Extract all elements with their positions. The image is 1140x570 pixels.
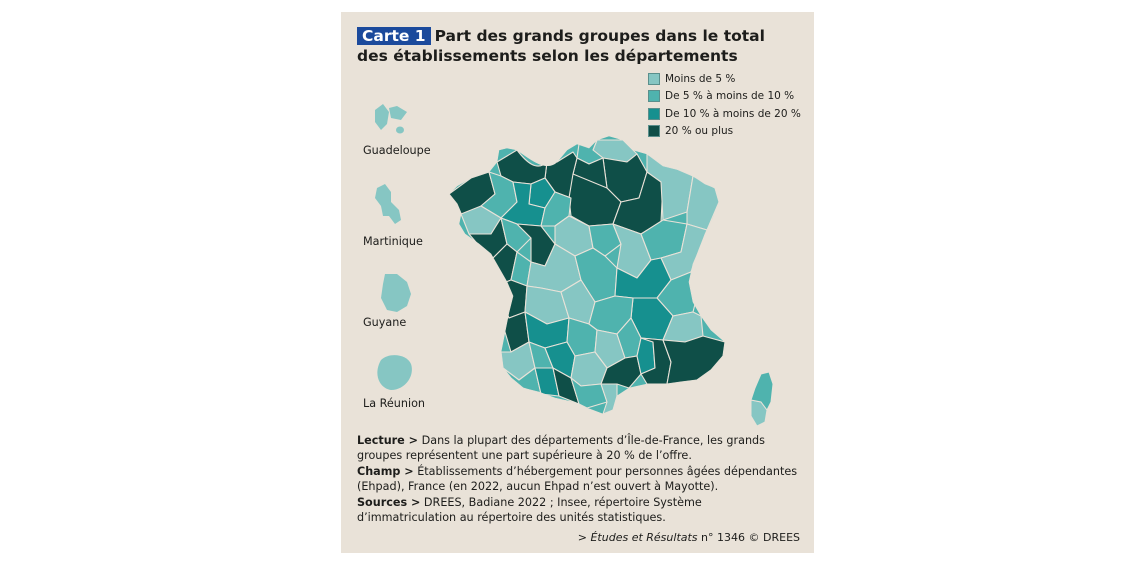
legend-label: De 5 % à moins de 10 % <box>665 90 795 103</box>
note-sources-text: DREES, Badiane 2022 ; Insee, répertoire … <box>357 495 702 525</box>
note-champ-label: Champ > <box>357 464 414 478</box>
legend-swatch <box>648 107 660 120</box>
label-guyane: Guyane <box>363 316 407 329</box>
note-lecture-text: Dans la plupart des départements d’Île-d… <box>357 434 765 463</box>
note-sources: Sources > DREES, Badiane 2022 ; Insee, r… <box>357 495 803 526</box>
label-guadeloupe: Guadeloupe <box>363 144 431 157</box>
region-alsace <box>686 175 720 231</box>
guadeloupe-map <box>375 104 407 134</box>
note-lecture-label: Lecture > <box>357 434 419 447</box>
haute-corse <box>750 371 774 411</box>
note-sources-label: Sources > <box>357 495 421 509</box>
label-la-reunion: La Réunion <box>363 397 426 410</box>
legend-item-10-20: De 10 % à moins de 20 % <box>648 105 801 123</box>
legend-swatch <box>648 125 660 138</box>
note-lecture: Lecture > Dans la plupart des départemen… <box>357 433 803 464</box>
guadeloupe-grande-terre <box>389 106 407 120</box>
france-map <box>375 104 774 427</box>
legend-item-lt5: Moins de 5 % <box>648 70 801 88</box>
map-title: Carte 1 Part des grands groupes dans le t… <box>357 26 797 66</box>
reunion-map <box>377 355 412 390</box>
title-line-2: des établissements selon les département… <box>357 47 738 65</box>
legend-swatch <box>648 90 660 103</box>
map-number-tag: Carte 1 <box>357 27 431 45</box>
credit-line: > Études et Résultats n° 1346 © DREES <box>578 531 800 544</box>
map-card: Carte 1 Part des grands groupes dans le t… <box>341 12 814 553</box>
corse <box>750 371 774 427</box>
region-maine-et-loire <box>500 217 532 253</box>
legend: Moins de 5 % De 5 % à moins de 10 % De 1… <box>648 70 801 140</box>
legend-label: 20 % ou plus <box>665 125 734 138</box>
guyane-map <box>381 274 411 312</box>
note-champ-text: Établissements d’hébergement pour person… <box>357 464 798 494</box>
guadeloupe-basse-terre <box>375 104 389 130</box>
credit-publication: Études et Résultats <box>590 531 698 544</box>
region-yonne <box>588 223 622 257</box>
label-martinique: Martinique <box>363 235 423 248</box>
credit-prefix: > <box>577 531 591 544</box>
region-var-alpes-maritimes <box>662 335 725 385</box>
legend-swatch <box>648 72 660 85</box>
legend-label: De 10 % à moins de 20 % <box>665 107 801 120</box>
credit-rest: n° 1346 © DREES <box>697 531 800 544</box>
legend-label: Moins de 5 % <box>665 72 736 85</box>
martinique-map <box>375 184 401 224</box>
metropole-outline <box>448 135 726 415</box>
note-champ: Champ > Établissements d’hébergement pou… <box>357 464 803 495</box>
metropole <box>448 135 726 415</box>
legend-item-20plus: 20 % ou plus <box>648 123 801 141</box>
notes-block: Lecture > Dans la plupart des départemen… <box>357 433 803 525</box>
legend-item-5-10: De 5 % à moins de 10 % <box>648 88 801 106</box>
region-herault <box>600 355 642 389</box>
title-line-1: Part des grands groupes dans le total <box>434 27 765 45</box>
marie-galante <box>396 126 404 134</box>
